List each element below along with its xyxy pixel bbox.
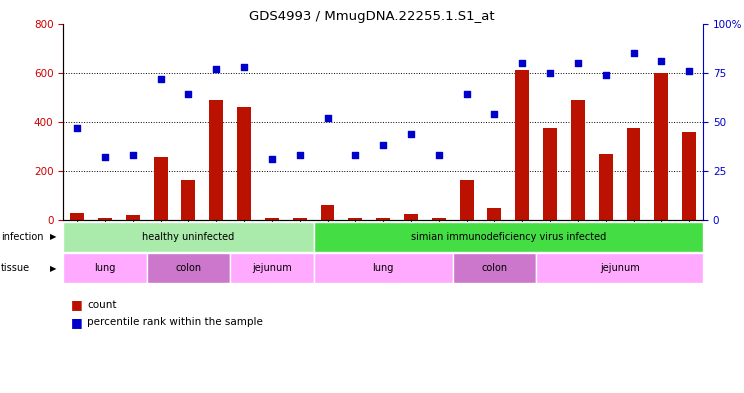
Text: percentile rank within the sample: percentile rank within the sample: [87, 317, 263, 327]
Text: colon: colon: [176, 263, 202, 273]
Bar: [98, 218, 112, 220]
Text: tissue: tissue: [1, 263, 30, 273]
Point: [155, 75, 167, 82]
Point: [461, 91, 472, 97]
Point: [182, 91, 194, 97]
Point: [238, 64, 250, 70]
Text: ■: ■: [71, 316, 83, 329]
Point: [71, 125, 83, 131]
Bar: [432, 218, 446, 220]
Point: [99, 154, 111, 160]
Point: [126, 152, 138, 158]
Bar: [599, 154, 612, 220]
Bar: [655, 73, 668, 220]
Point: [377, 142, 389, 149]
Bar: [543, 128, 557, 220]
Point: [266, 156, 278, 162]
Point: [433, 152, 445, 158]
Bar: [182, 180, 196, 220]
Point: [683, 68, 695, 74]
Text: jejunum: jejunum: [600, 263, 640, 273]
Text: GDS4993 / MmugDNA.22255.1.S1_at: GDS4993 / MmugDNA.22255.1.S1_at: [249, 10, 495, 23]
Point: [294, 152, 306, 158]
Text: count: count: [87, 299, 117, 310]
Point: [489, 111, 501, 117]
Point: [211, 66, 222, 72]
Bar: [404, 214, 418, 220]
Bar: [292, 218, 307, 220]
Point: [628, 50, 640, 56]
Bar: [321, 205, 335, 220]
Point: [544, 70, 556, 76]
Text: simian immunodeficiency virus infected: simian immunodeficiency virus infected: [411, 232, 606, 242]
Point: [321, 115, 333, 121]
Text: ▶: ▶: [50, 264, 57, 273]
Bar: [154, 158, 167, 220]
Bar: [460, 180, 474, 220]
Text: infection: infection: [1, 232, 43, 242]
Text: ▶: ▶: [50, 232, 57, 241]
Bar: [682, 132, 696, 220]
Point: [516, 60, 528, 66]
Bar: [626, 128, 641, 220]
Text: jejunum: jejunum: [252, 263, 292, 273]
Bar: [126, 215, 140, 220]
Point: [350, 152, 362, 158]
Bar: [70, 213, 84, 220]
Text: healthy uninfected: healthy uninfected: [142, 232, 234, 242]
Bar: [516, 70, 529, 220]
Text: colon: colon: [481, 263, 507, 273]
Point: [405, 130, 417, 137]
Bar: [487, 208, 501, 220]
Point: [655, 58, 667, 64]
Point: [600, 72, 612, 78]
Bar: [265, 218, 279, 220]
Point: [572, 60, 584, 66]
Bar: [571, 100, 585, 220]
Text: lung: lung: [94, 263, 115, 273]
Bar: [348, 218, 362, 220]
Bar: [209, 100, 223, 220]
Text: ■: ■: [71, 298, 83, 311]
Bar: [237, 107, 251, 220]
Bar: [376, 218, 390, 220]
Text: lung: lung: [373, 263, 394, 273]
